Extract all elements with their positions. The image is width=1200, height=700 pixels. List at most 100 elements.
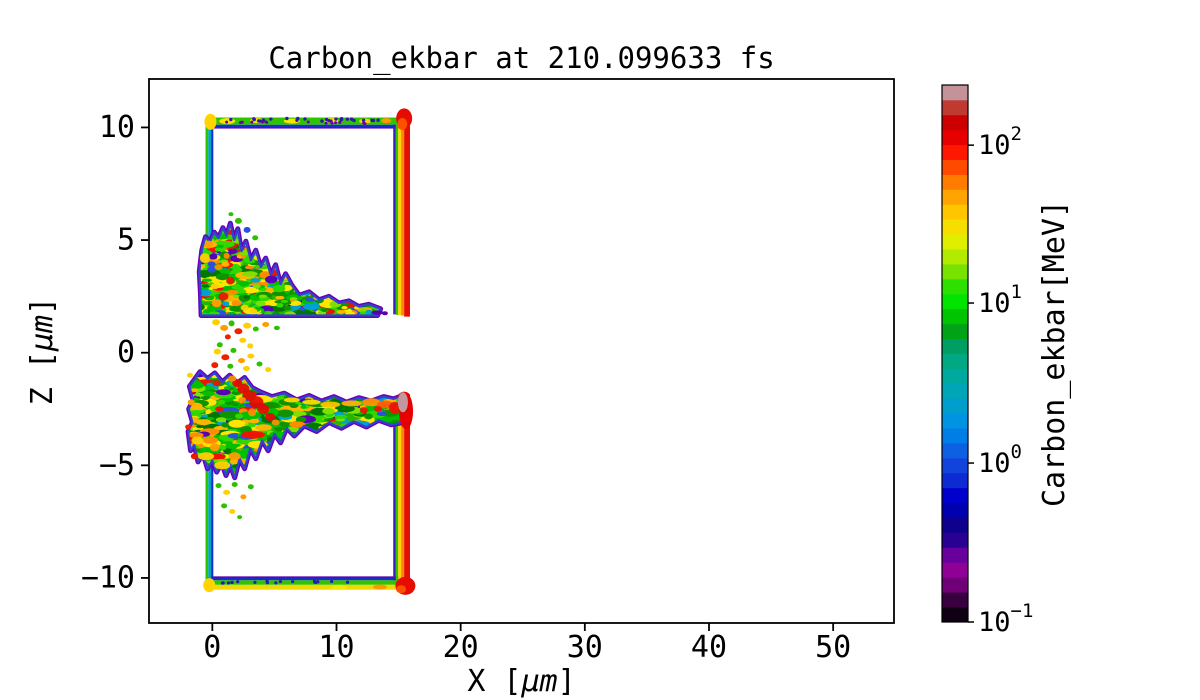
stray-speck <box>252 326 259 332</box>
colorbar-block <box>942 412 968 429</box>
speckle <box>241 430 265 439</box>
edge-dot <box>330 121 334 125</box>
y-tick-label: −10 <box>81 560 135 595</box>
slab-edge-bar <box>395 124 399 315</box>
speckle <box>303 303 320 311</box>
slab-edge-bar <box>205 124 209 313</box>
speckle <box>215 417 227 423</box>
hotspot <box>257 404 270 415</box>
colorbar-block <box>942 278 968 295</box>
hotspot <box>211 299 222 308</box>
speckle <box>335 404 355 413</box>
speckle <box>288 300 302 306</box>
speckle <box>249 418 260 424</box>
speckle <box>238 441 247 445</box>
colorbar-block <box>942 561 968 578</box>
stray-speck <box>224 334 231 340</box>
colorbar-block <box>942 502 968 518</box>
stray-speck <box>234 328 243 335</box>
edge-dot <box>274 581 278 585</box>
edge-dot <box>278 579 283 584</box>
stray-speck <box>234 217 242 224</box>
speckle <box>244 265 255 270</box>
edge-dot <box>296 116 300 121</box>
slab-edge-bar <box>393 124 396 315</box>
hotspot <box>212 380 221 387</box>
stray-speck <box>247 353 255 359</box>
speckle <box>225 290 239 295</box>
speckle <box>190 388 199 392</box>
colorbar-block <box>942 218 968 235</box>
edge-dot <box>285 116 289 121</box>
hotspot <box>283 397 300 403</box>
stray-speck <box>221 503 228 509</box>
stray-speck <box>238 358 246 364</box>
chart-title: Carbon_ekbar at 210.099633 fs <box>268 41 774 76</box>
slab-edge-bar <box>208 124 212 313</box>
hotspot <box>341 400 362 407</box>
slab-edge-bar <box>205 124 403 128</box>
hotspot <box>362 398 381 407</box>
corner-blob <box>397 118 408 131</box>
y-tick-label: 10 <box>99 110 135 145</box>
colorbar-block <box>942 382 968 399</box>
speckle <box>265 275 278 284</box>
speckle <box>259 279 267 283</box>
colorbar-block <box>942 397 968 414</box>
speckle <box>272 311 281 316</box>
speckle <box>255 300 266 307</box>
edge-dot <box>334 121 338 125</box>
stray-speck <box>265 367 272 373</box>
speckle <box>276 303 284 308</box>
edge-dot <box>339 117 344 121</box>
stray-speck <box>227 363 234 369</box>
corner-blob <box>396 585 407 594</box>
edge-dot <box>291 580 295 584</box>
x-tick-label: 30 <box>567 630 603 665</box>
stray-speck <box>213 348 221 355</box>
y-tick-label: −5 <box>99 448 135 483</box>
speckle <box>252 284 261 289</box>
edge-dot <box>265 579 269 583</box>
speckle <box>228 419 246 428</box>
colorbar-block <box>942 368 968 384</box>
hotspot <box>376 400 393 409</box>
colorbar-block <box>942 591 968 608</box>
speckle <box>233 267 243 273</box>
speckle <box>221 261 230 267</box>
edge-dot <box>261 120 265 124</box>
speckle <box>215 273 230 281</box>
upper-plume-hotspots <box>199 240 258 314</box>
slab-edge-bar <box>211 399 214 578</box>
hotspot <box>204 240 213 249</box>
edge-dot <box>303 117 307 121</box>
slab-edge-bar <box>205 584 403 590</box>
edge-dot <box>225 120 229 124</box>
edge-dot <box>306 120 310 124</box>
hotspot <box>249 308 258 314</box>
speckle <box>201 284 210 288</box>
colorbar-block <box>942 472 968 489</box>
right-edge-hot-column <box>397 391 414 430</box>
colorbar-block <box>942 144 968 160</box>
y-axis: 10 5 0 −5 −10 <box>81 110 149 595</box>
speckle <box>336 310 346 314</box>
colorbar-block <box>942 129 968 146</box>
colorbar-block <box>942 532 968 548</box>
slab-edge-dots <box>220 116 380 585</box>
colorbar-block <box>942 203 968 220</box>
colorbar-block <box>942 576 968 593</box>
speckle <box>359 308 368 312</box>
colorbar: 102 101 100 10−1 Carbon_ekbar[MeV] <box>941 84 1072 638</box>
stray-speck <box>247 343 254 349</box>
speckle <box>195 424 205 429</box>
colorbar-block <box>942 338 968 354</box>
stray-speck <box>187 399 195 406</box>
edge-dot <box>376 118 380 122</box>
speckle <box>334 414 348 419</box>
colorbar-block <box>942 99 968 116</box>
x-tick-label: 0 <box>203 630 221 665</box>
colorbar-block <box>942 517 968 533</box>
slab-edge-bar <box>398 120 402 316</box>
